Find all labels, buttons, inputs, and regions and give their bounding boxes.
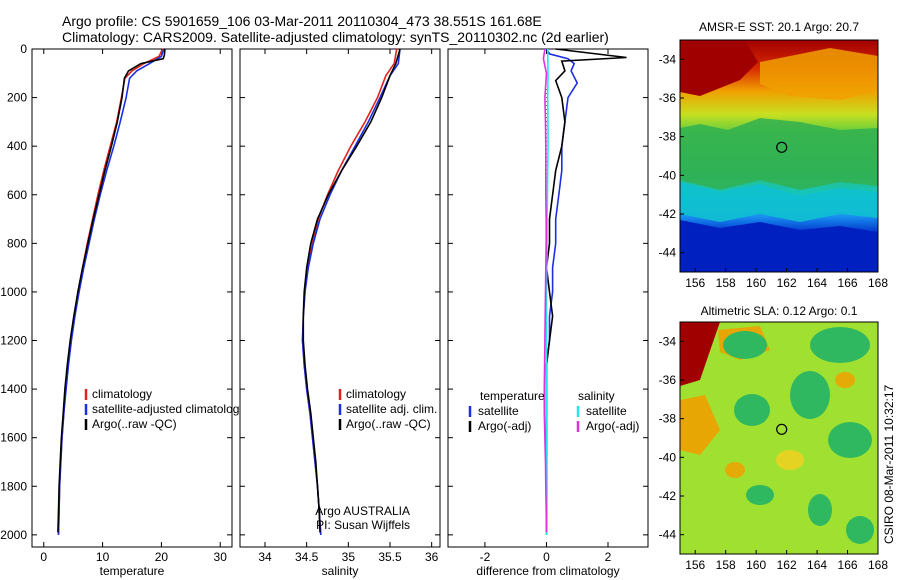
figure-title-line-1: Argo profile: CS 5901659_106 03-Mar-2011…: [62, 13, 542, 29]
map-x-tick-label: 158: [716, 276, 736, 290]
map-x-tick-label: 156: [685, 276, 705, 290]
map-x-tick-label: 164: [807, 276, 827, 290]
x-tick-label: 20: [155, 550, 169, 564]
map-x-tick-label: 168: [868, 276, 888, 290]
legend-label: Argo(..raw -QC): [346, 417, 431, 431]
map-x-tick-label: 158: [716, 558, 736, 572]
y-tick-label: 400: [7, 139, 27, 153]
map-y-tick-label: -38: [659, 412, 677, 426]
map-x-tick-label: 162: [777, 558, 797, 572]
map-x-tick-label: 160: [746, 276, 766, 290]
map-y-tick-label: -40: [659, 168, 677, 182]
y-tick-label: 600: [7, 188, 27, 202]
map-y-tick-label: -42: [659, 207, 677, 221]
sla-high-patch: [680, 322, 720, 386]
map-y-tick-label: -44: [659, 528, 677, 542]
x-tick-label: 34: [258, 550, 272, 564]
map-x-tick-label: 160: [746, 558, 766, 572]
legend-label: satellite: [586, 404, 627, 418]
sst-cyan-band: [680, 182, 878, 222]
series-line: [302, 48, 401, 533]
sla-map-title: Altimetric SLA: 0.12 Argo: 0.1: [701, 304, 858, 318]
y-tick-label: 1400: [0, 382, 27, 396]
sst-orange-patch: [760, 48, 878, 100]
x-axis-label: temperature: [100, 564, 165, 578]
map-y-tick-label: -40: [659, 450, 677, 464]
sst-map-panel: AMSR-E SST: 20.1 Argo: 20.7 156 158 160 162…: [659, 20, 889, 290]
legend-label: climatology: [92, 387, 152, 401]
x-axis-label: difference from climatology: [476, 564, 619, 578]
annotation-text: PI: Susan Wijffels: [316, 518, 410, 532]
sst-map-title: AMSR-E SST: 20.1 Argo: 20.7: [699, 20, 859, 34]
y-tick-label: 1000: [0, 285, 27, 299]
legend-label: Argo(..raw -QC): [92, 417, 177, 431]
map-x-tick-label: 166: [838, 558, 858, 572]
plot-frame: [239, 48, 441, 548]
x-tick-label: 36: [425, 550, 439, 564]
legend-group-header: salinity: [578, 389, 615, 403]
series-line: [57, 48, 166, 533]
sst-argo-marker: [776, 141, 788, 153]
legend-label: satellite-adjusted climatology: [92, 402, 245, 416]
x-tick-label: 0: [543, 550, 550, 564]
y-tick-label: 200: [7, 91, 27, 105]
plot-frame: [31, 48, 233, 548]
y-tick-label: 1800: [0, 479, 27, 493]
sst-green-band: [680, 118, 878, 190]
x-tick-label: 2: [605, 550, 612, 564]
map-y-tick-label: -42: [659, 489, 677, 503]
legend-label: satellite adj. clim.: [346, 402, 437, 416]
sst-warm-patch: [680, 40, 758, 96]
x-axis-label: salinity: [322, 564, 359, 578]
map-y-tick-label: -38: [659, 130, 677, 144]
sla-argo-marker: [776, 423, 788, 435]
sla-map-panel: Altimetric SLA: 0.12 Argo: 0.1 156 158 160…: [659, 304, 889, 572]
y-tick-label: 0: [20, 42, 27, 56]
x-tick-label: 34.5: [295, 550, 319, 564]
x-tick-label: 10: [96, 550, 110, 564]
map-y-tick-label: -36: [659, 373, 677, 387]
temperature-panel: 0 10 20 30 0 200 400 600 800 1000 1200 1400 1600 1800…: [0, 42, 245, 578]
legend-label: Argo(-adj): [478, 419, 531, 433]
sst-blue-band: [680, 220, 878, 272]
x-tick-label: -2: [480, 550, 491, 564]
legend-label: Argo(-adj): [586, 419, 639, 433]
map-x-tick-label: 166: [838, 276, 858, 290]
side-timestamp: CSIRO 08-Mar-2011 10:32:17: [882, 384, 896, 544]
series-line: [542, 48, 548, 533]
map-y-tick-label: -34: [659, 334, 677, 348]
map-y-tick-label: -36: [659, 91, 677, 105]
annotation-text: Argo AUSTRALIA: [315, 504, 410, 518]
map-x-tick-label: 156: [685, 558, 705, 572]
legend-label: climatology: [346, 387, 406, 401]
x-tick-label: 0: [40, 550, 47, 564]
legend-group-header: temperature: [480, 389, 545, 403]
salinity-panel: 34 34.5 35 35.5 36 salinity climatologysatelli…: [239, 48, 441, 578]
map-x-tick-label: 164: [807, 558, 827, 572]
y-tick-label: 1200: [0, 334, 27, 348]
map-y-tick-label: -34: [659, 52, 677, 66]
map-x-tick-label: 168: [868, 558, 888, 572]
x-tick-label: 30: [214, 550, 228, 564]
y-tick-label: 800: [7, 236, 27, 250]
series-line: [545, 48, 549, 535]
figure-title-line-2: Climatology: CARS2009. Satellite-adjuste…: [62, 29, 609, 45]
y-tick-label: 1600: [0, 431, 27, 445]
y-tick-label: 2000: [0, 528, 27, 542]
map-y-tick-label: -44: [659, 246, 677, 260]
x-tick-label: 35.5: [378, 550, 402, 564]
legend-label: satellite: [478, 404, 519, 418]
map-x-tick-label: 162: [777, 276, 797, 290]
x-tick-label: 35: [342, 550, 356, 564]
